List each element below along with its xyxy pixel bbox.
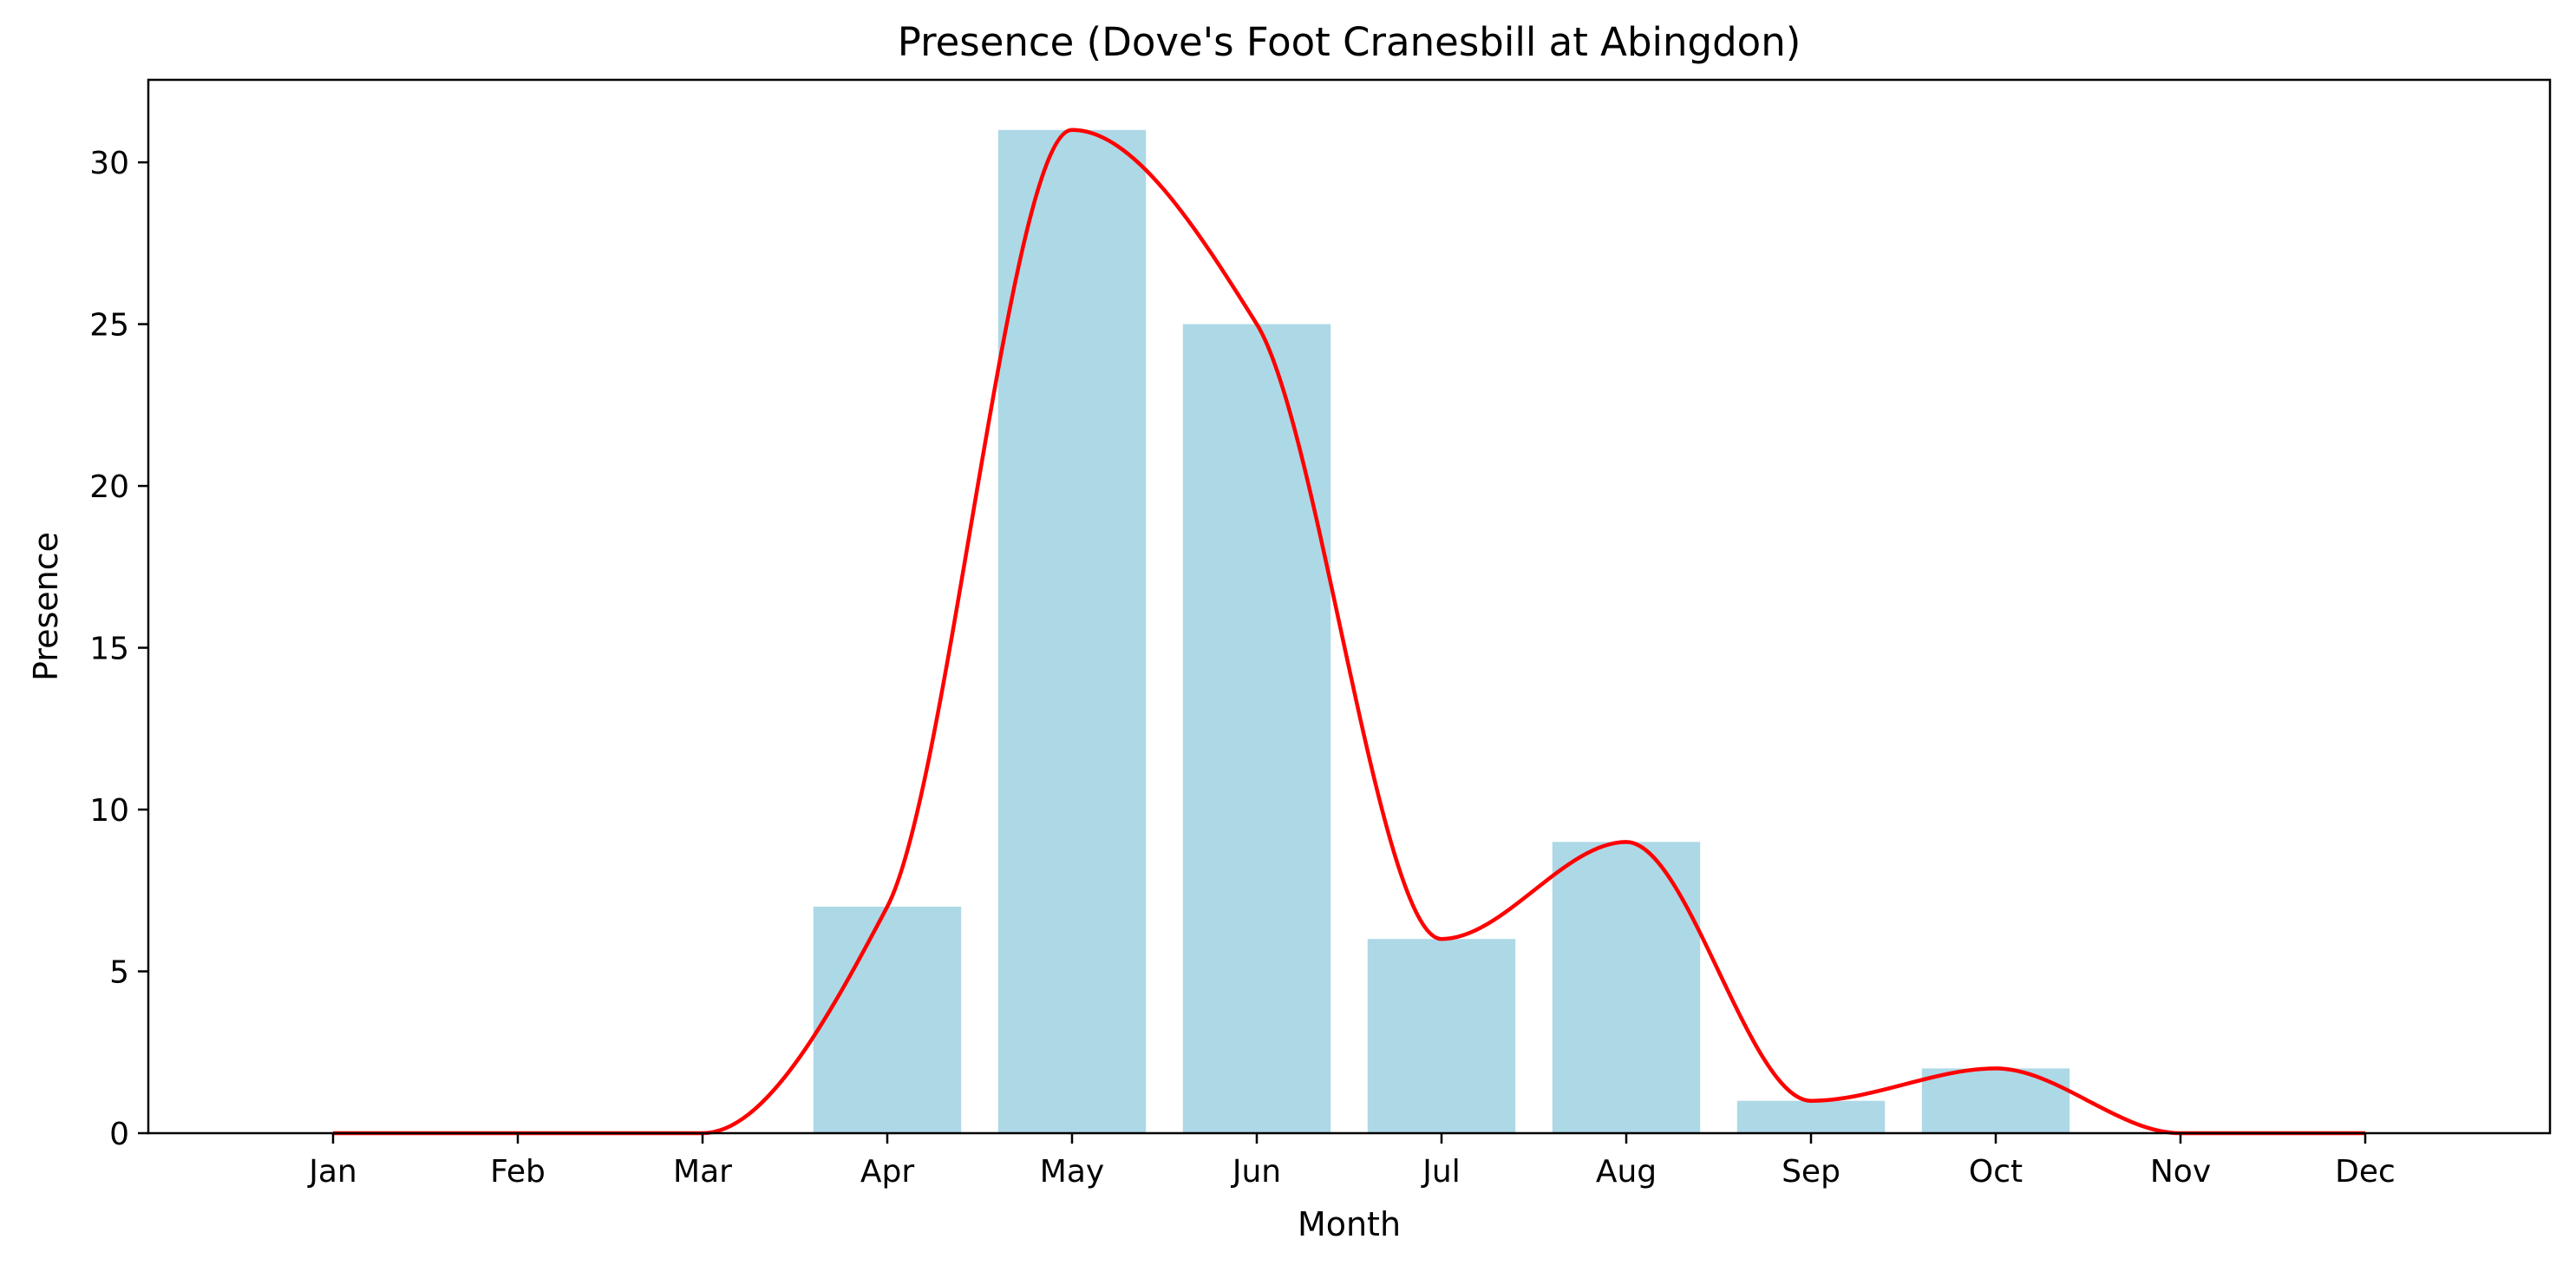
bar-may — [997, 129, 1147, 1133]
x-tick-label-jun: Jun — [1231, 1154, 1281, 1190]
y-tick-label: 10 — [89, 793, 129, 829]
x-tick-label-apr: Apr — [860, 1154, 914, 1190]
line-layer — [333, 128, 2365, 1136]
y-tick-label: 20 — [89, 469, 129, 505]
bars-layer — [813, 129, 2070, 1133]
plot-frame — [147, 78, 2552, 1135]
x-tick-label-feb: Feb — [490, 1154, 546, 1190]
trend-line — [333, 128, 2365, 1136]
y-tick-label: 15 — [89, 632, 129, 667]
y-axis-label: Presence — [27, 532, 65, 681]
bar-apr — [813, 906, 962, 1133]
bar-aug — [1552, 842, 1701, 1133]
x-tick-label-jan: Jan — [307, 1154, 357, 1190]
y-tick-label: 30 — [89, 146, 129, 181]
bar-jul — [1367, 939, 1516, 1133]
y-tick-label: 0 — [109, 1117, 129, 1152]
y-tick-label: 25 — [89, 308, 129, 344]
bar-jun — [1182, 324, 1331, 1133]
x-axis-label: Month — [1298, 1205, 1401, 1243]
bar-oct — [1921, 1068, 2070, 1133]
x-tick-label-mar: Mar — [673, 1154, 732, 1190]
y-axis-ticks: 0 5 10 15 20 25 30 — [89, 146, 148, 1152]
x-tick-label-aug: Aug — [1596, 1154, 1657, 1190]
x-tick-label-jul: Jul — [1421, 1154, 1460, 1190]
x-tick-label-may: May — [1040, 1154, 1104, 1190]
x-tick-label-oct: Oct — [1969, 1154, 2023, 1190]
x-tick-label-sep: Sep — [1782, 1154, 1840, 1190]
chart-title: Presence (Dove's Foot Cranesbill at Abin… — [898, 19, 1801, 65]
y-tick-label: 5 — [109, 955, 129, 991]
x-axis-ticks: Jan Feb Mar Apr May Jun Jul Aug Sep Oct Nov Dec — [307, 1133, 2396, 1190]
bar-sep — [1736, 1100, 1886, 1133]
x-tick-label-dec: Dec — [2335, 1154, 2396, 1190]
x-tick-label-nov: Nov — [2150, 1154, 2211, 1190]
